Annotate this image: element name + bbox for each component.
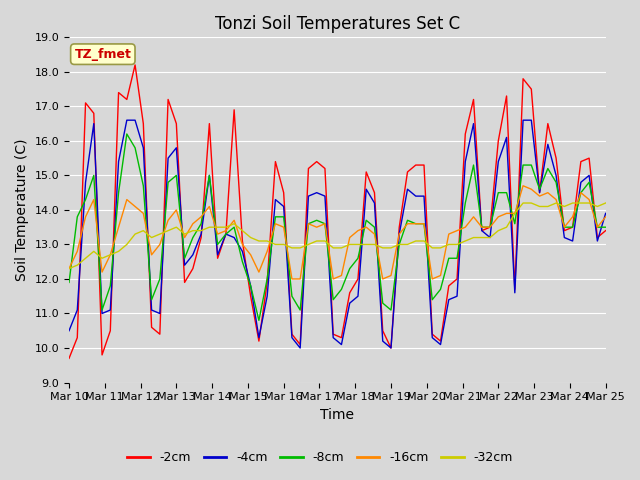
-2cm [106, 328, 114, 334]
-8cm [255, 317, 263, 323]
-16cm [495, 214, 502, 220]
X-axis label: Time: Time [321, 408, 355, 422]
-32cm [486, 235, 494, 240]
-8cm [239, 259, 246, 264]
-2cm [239, 238, 246, 244]
-4cm [313, 190, 321, 195]
-4cm [321, 193, 329, 199]
-2cm [65, 356, 73, 361]
-32cm [197, 228, 205, 233]
-32cm [519, 200, 527, 206]
-32cm [296, 245, 304, 251]
-4cm [65, 328, 73, 334]
-4cm [239, 249, 246, 254]
-4cm [503, 134, 511, 140]
-4cm [106, 307, 114, 313]
-8cm [602, 224, 609, 230]
-4cm [123, 117, 131, 123]
-32cm [230, 221, 238, 227]
-8cm [205, 172, 213, 178]
-2cm [305, 166, 312, 171]
-4cm [205, 172, 213, 178]
-4cm [296, 345, 304, 351]
-4cm [602, 211, 609, 216]
-8cm [321, 221, 329, 227]
-16cm [602, 214, 609, 220]
-16cm [288, 276, 296, 282]
-2cm [131, 62, 139, 68]
Line: -2cm: -2cm [69, 65, 605, 359]
-32cm [602, 200, 609, 206]
-16cm [197, 214, 205, 220]
-8cm [65, 279, 73, 285]
-32cm [65, 266, 73, 272]
-2cm [495, 138, 502, 144]
-2cm [602, 228, 609, 233]
Y-axis label: Soil Temperature (C): Soil Temperature (C) [15, 139, 29, 281]
-8cm [123, 131, 131, 137]
-16cm [305, 221, 312, 227]
Line: -16cm: -16cm [69, 186, 605, 279]
-2cm [205, 121, 213, 127]
-2cm [569, 224, 577, 230]
-32cm [569, 200, 577, 206]
-8cm [313, 217, 321, 223]
Title: Tonzi Soil Temperatures Set C: Tonzi Soil Temperatures Set C [215, 15, 460, 33]
-16cm [230, 217, 238, 223]
-8cm [503, 190, 511, 195]
Line: -32cm: -32cm [69, 203, 605, 269]
Line: -4cm: -4cm [69, 120, 605, 348]
Legend: -2cm, -4cm, -8cm, -16cm, -32cm: -2cm, -4cm, -8cm, -16cm, -32cm [122, 446, 518, 469]
-16cm [65, 266, 73, 272]
Line: -8cm: -8cm [69, 134, 605, 320]
-8cm [106, 283, 114, 289]
-16cm [106, 252, 114, 258]
-32cm [106, 252, 114, 258]
Text: TZ_fmet: TZ_fmet [74, 48, 131, 60]
-16cm [313, 224, 321, 230]
-16cm [519, 183, 527, 189]
